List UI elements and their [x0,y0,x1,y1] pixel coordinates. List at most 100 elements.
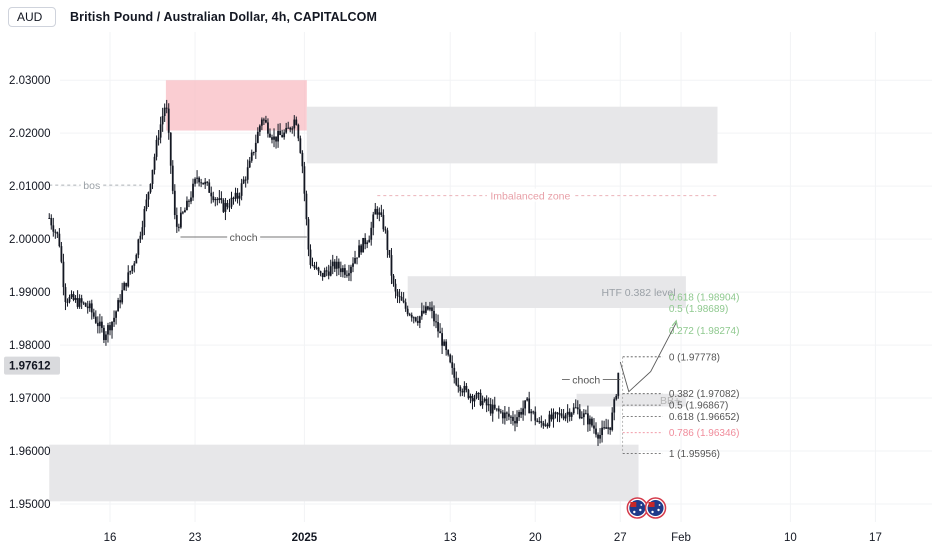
candle-body [258,125,261,132]
fib-label: 1 (1.95956) [669,449,720,460]
candle-body [412,317,415,319]
candle-body [311,264,314,266]
candle-body [526,398,529,401]
annotation-label-bg [80,178,103,192]
event-flags [626,497,667,519]
candle-body [514,420,516,424]
candle-body [406,308,409,315]
candle-body [552,412,555,420]
candle-body [208,182,211,193]
candle-body [295,119,298,125]
candle-body [287,127,290,129]
candle-body [230,197,233,207]
candle-body [331,261,334,267]
candle-body [613,399,616,413]
candle-body [380,212,383,216]
candle-body [281,135,284,138]
candle-body [313,265,316,269]
candle-body [192,183,194,198]
candle-body [479,392,482,406]
candle-body [263,119,265,121]
au-flag-icon[interactable] [626,497,649,519]
candle-body [607,427,610,429]
candle-body [520,411,522,415]
candle-body [301,152,304,167]
candle-body [587,413,589,425]
candle-body [115,311,117,318]
candle-body [103,327,105,341]
candle-body [445,341,448,351]
candle-body [611,412,614,430]
candle-body [337,261,340,269]
au-flag-icon[interactable] [644,497,667,519]
candle-body [163,107,166,117]
candle-body [416,320,419,323]
candle-body [117,300,119,312]
y-tick-label: 1.99000 [9,287,51,299]
x-tick-label: Feb [671,532,691,544]
candle-body [566,411,569,415]
candle-body [410,314,413,318]
candle-body [50,218,53,226]
candle-body [386,230,389,250]
candle-body [307,219,310,250]
candle-body [113,317,115,322]
x-axis: 16232025132027Feb101714:0 [104,532,882,544]
candle-body [319,271,322,273]
candle-body [242,179,245,184]
candle-body [236,192,239,199]
candle-body [269,133,271,138]
candle-body [422,310,425,313]
candles-layer [48,99,620,446]
candle-body [564,414,567,419]
currency-selector[interactable]: AUD [8,7,56,27]
candle-body [544,424,547,426]
candle-body [60,246,63,262]
candle-body [96,322,99,327]
candle-body [439,331,441,334]
candle-body [435,321,437,323]
annotation-label: choch [230,232,258,244]
candle-body [321,272,324,277]
candle-body [374,208,377,215]
zones-layer [49,80,718,502]
candle-body [339,268,342,273]
annotation-label: Imbalanced zone [490,191,570,203]
candle-body [125,282,128,287]
candle-body [473,398,476,402]
candle-body [94,316,97,323]
candle-body [190,197,192,202]
annotation-label: BB+ [660,395,680,407]
annotation-label-bg [569,372,603,386]
candle-body [129,270,132,273]
candle-body [394,283,397,292]
candle-body [578,409,581,419]
fib-label: 0.618 (1.98904) [669,293,740,304]
candle-body [260,119,263,126]
candle-body [149,183,152,193]
candle-body [291,128,294,130]
candle-body [572,407,575,414]
candle-body [273,136,275,140]
flag-star [639,508,642,512]
candle-body [157,137,160,140]
candle-body [538,421,541,423]
candle-body [603,427,605,429]
candle-body [297,124,300,139]
candle-body [147,192,150,200]
candle-body [368,239,371,243]
candle-body [289,127,292,130]
candle-body [510,416,512,418]
candle-body [530,411,533,414]
candle-body [76,298,79,307]
candle-body [285,127,288,133]
annotation-label: HTF 0.382 level [601,287,675,299]
candle-body [493,404,496,409]
candle-body [589,418,591,425]
x-tick-label: 13 [444,532,457,544]
candle-body [558,413,561,415]
candle-body [252,152,255,154]
candle-body [159,124,162,138]
candle-body [143,208,146,228]
